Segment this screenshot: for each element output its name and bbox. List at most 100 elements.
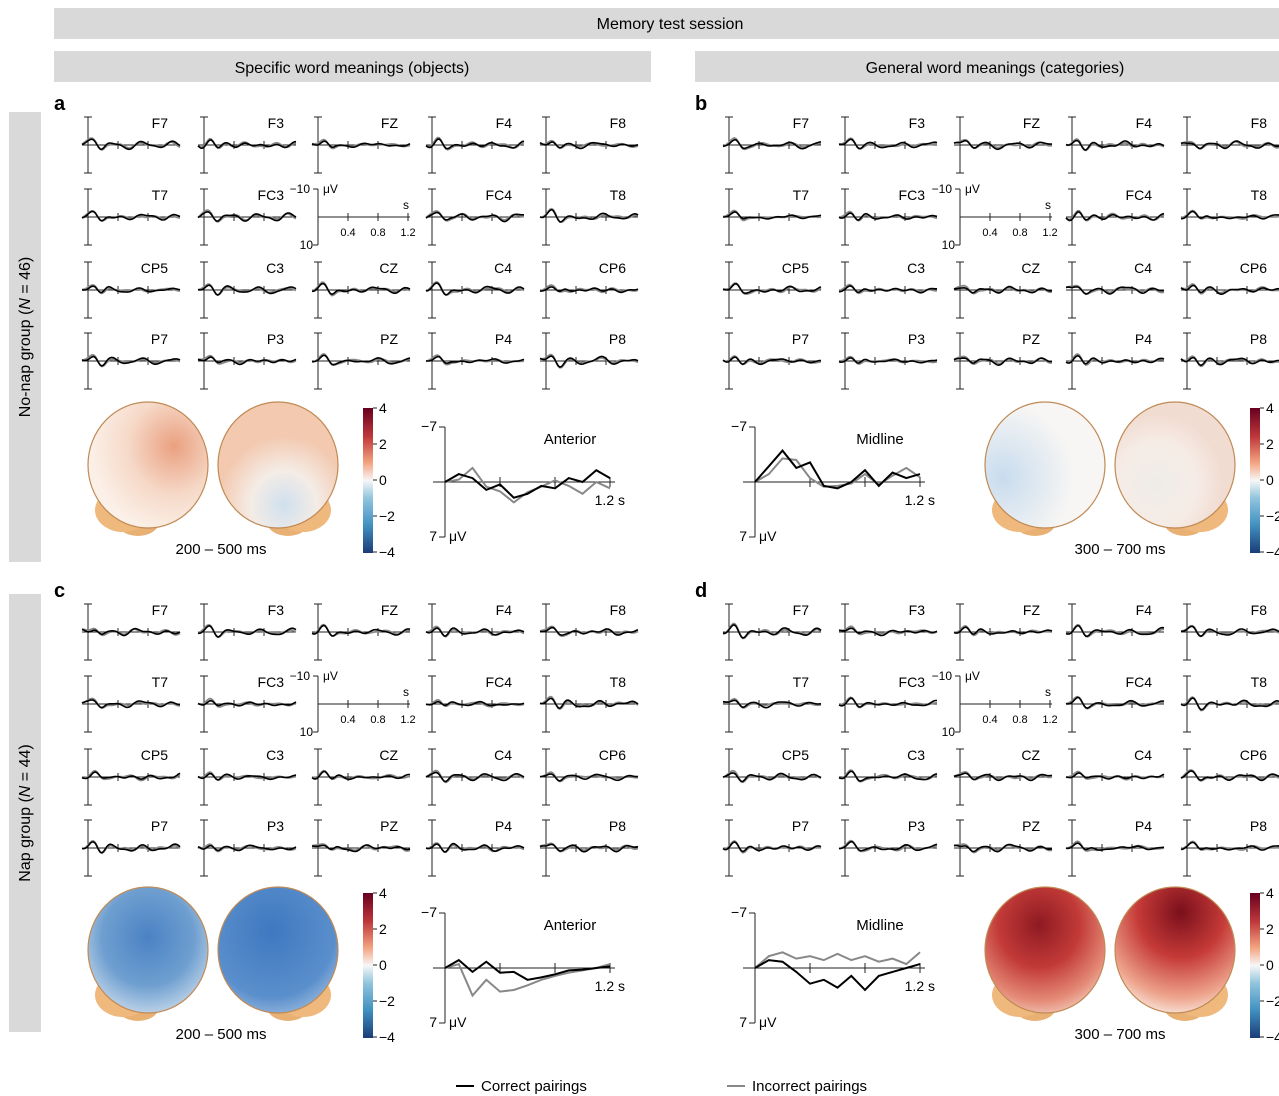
erp-series-correct (1181, 625, 1279, 638)
electrode-label: FZ (381, 602, 399, 618)
erp-series-correct (838, 356, 938, 364)
erp-series-correct (838, 138, 938, 150)
roi-label-x-end: 1.2 s (905, 492, 935, 508)
erp-plot-a-P4: P4 (425, 331, 525, 390)
electrode-label: CP6 (1240, 747, 1267, 763)
electrode-label: FC3 (899, 674, 926, 690)
column-header-left-bar (54, 51, 651, 82)
colorbar-tick-label: 4 (1266, 885, 1274, 901)
topomap-head-b-1 (984, 401, 1106, 536)
erp-plot-b-F8: F8 (1180, 115, 1279, 174)
erp-series-correct (197, 844, 297, 852)
colorbar-tick-label: −4 (1266, 544, 1279, 560)
erp-series-correct (539, 843, 639, 853)
erp-plot-c-T7: T7 (81, 674, 181, 733)
erp-series-correct (1180, 284, 1279, 296)
erp-series-correct (425, 842, 525, 853)
colorbar-d (1250, 893, 1260, 1038)
electrode-label: P8 (1250, 818, 1267, 834)
erp-plot-c-F8: F8 (539, 602, 639, 661)
erp-plot-b-FC4: FC4 (1065, 187, 1165, 246)
erp-plot-c-CZ: CZ (311, 747, 411, 806)
colorbar-tick-label: 2 (379, 921, 387, 937)
erp-plot-d-CZ: CZ (953, 747, 1053, 806)
erp-series-incorrect (197, 624, 297, 639)
erp-plot-c-F7: F7 (81, 602, 181, 661)
electrode-label: C4 (494, 260, 512, 276)
electrode-label: C3 (266, 260, 284, 276)
erp-series-correct (954, 843, 1053, 853)
scale-label-bottom: 10 (300, 725, 314, 739)
electrode-label: P4 (495, 818, 512, 834)
topomap-head-b-2 (1114, 401, 1236, 536)
electrode-label: PZ (380, 331, 398, 347)
erp-plot-c-F4: F4 (425, 602, 525, 661)
electrode-label: CP5 (782, 747, 809, 763)
column-header-right-bar (695, 51, 1279, 82)
colorbar-tick-label: 4 (379, 885, 387, 901)
erp-plot-d-C3: C3 (838, 747, 938, 806)
topomap-head-c-2 (217, 886, 339, 1021)
erp-plot-a-P3: P3 (197, 331, 297, 390)
roi-label-top: −7 (421, 904, 437, 920)
erp-plot-a-C3: C3 (197, 260, 297, 319)
roi-series-correct (754, 449, 921, 490)
erp-series-correct (1065, 139, 1165, 151)
erp-plot-d-FZ: FZ (953, 602, 1053, 661)
colorbar-b (1250, 408, 1260, 553)
erp-plot-d-PZ: PZ (953, 818, 1053, 877)
electrode-label: F3 (268, 602, 285, 618)
roi-series-incorrect (754, 457, 921, 488)
colorbar-tick-label: −4 (379, 544, 395, 560)
erp-plot-a-PZ: PZ (311, 331, 411, 390)
roi-erp-b: −7 7 μV 1.2 s Midline (731, 418, 935, 544)
scale-label-top: −10 (290, 182, 311, 196)
erp-series-correct (425, 282, 525, 296)
erp-series-correct (1180, 697, 1279, 711)
erp-series-correct (838, 697, 937, 708)
colorbar-tick-label: −2 (379, 993, 395, 1009)
erp-series-incorrect (539, 207, 639, 224)
electrode-label: FC4 (1126, 674, 1153, 690)
erp-plot-d-P4: P4 (1065, 818, 1165, 877)
erp-series-correct (1065, 286, 1165, 295)
topomap-scalp (1114, 886, 1236, 1014)
erp-series-correct (722, 772, 822, 783)
electrode-label: T8 (1251, 187, 1268, 203)
erp-series-correct (539, 208, 639, 223)
electrode-label: T8 (610, 674, 627, 690)
erp-series-correct (722, 841, 822, 853)
electrode-label: FC3 (899, 187, 926, 203)
electrode-label: FC4 (486, 674, 513, 690)
erp-plot-d-P7: P7 (722, 818, 822, 877)
scale-label-bottom: 10 (300, 238, 314, 252)
erp-series-correct (425, 138, 525, 150)
colorbar-tick-label: −4 (379, 1029, 395, 1045)
roi-label-bottom: 7 (739, 1014, 747, 1030)
scale-axis-b: −10 μV 10 s 0.4 0.8 1.2 (932, 182, 1058, 252)
erp-series-correct (838, 212, 938, 221)
electrode-label: T8 (1251, 674, 1268, 690)
erp-plot-c-FC3: FC3 (197, 674, 297, 733)
erp-plot-c-T8: T8 (539, 674, 639, 733)
erp-series-correct (197, 210, 297, 222)
erp-plot-a-FC4: FC4 (425, 187, 525, 246)
erp-series-correct (1180, 770, 1279, 782)
topomap-scalp (1114, 401, 1236, 529)
erp-plot-c-C4: C4 (425, 747, 525, 806)
topomap-scalp (87, 401, 209, 529)
roi-label-x-end: 1.2 s (905, 978, 935, 994)
electrode-label: FZ (1023, 115, 1041, 131)
scale-tick-label: 0.8 (1012, 714, 1027, 726)
scale-tick-label: 1.2 (400, 714, 415, 726)
erp-series-correct (197, 699, 297, 707)
erp-plot-a-P8: P8 (539, 331, 639, 390)
roi-title: Midline (856, 431, 904, 448)
scale-label-s: s (403, 198, 409, 212)
electrode-label: T7 (152, 674, 169, 690)
erp-plot-b-CP5: CP5 (722, 260, 822, 319)
scale-tick-label: 0.4 (340, 227, 355, 239)
erp-series-correct (539, 773, 638, 782)
scale-label-unit: μV (323, 182, 338, 196)
